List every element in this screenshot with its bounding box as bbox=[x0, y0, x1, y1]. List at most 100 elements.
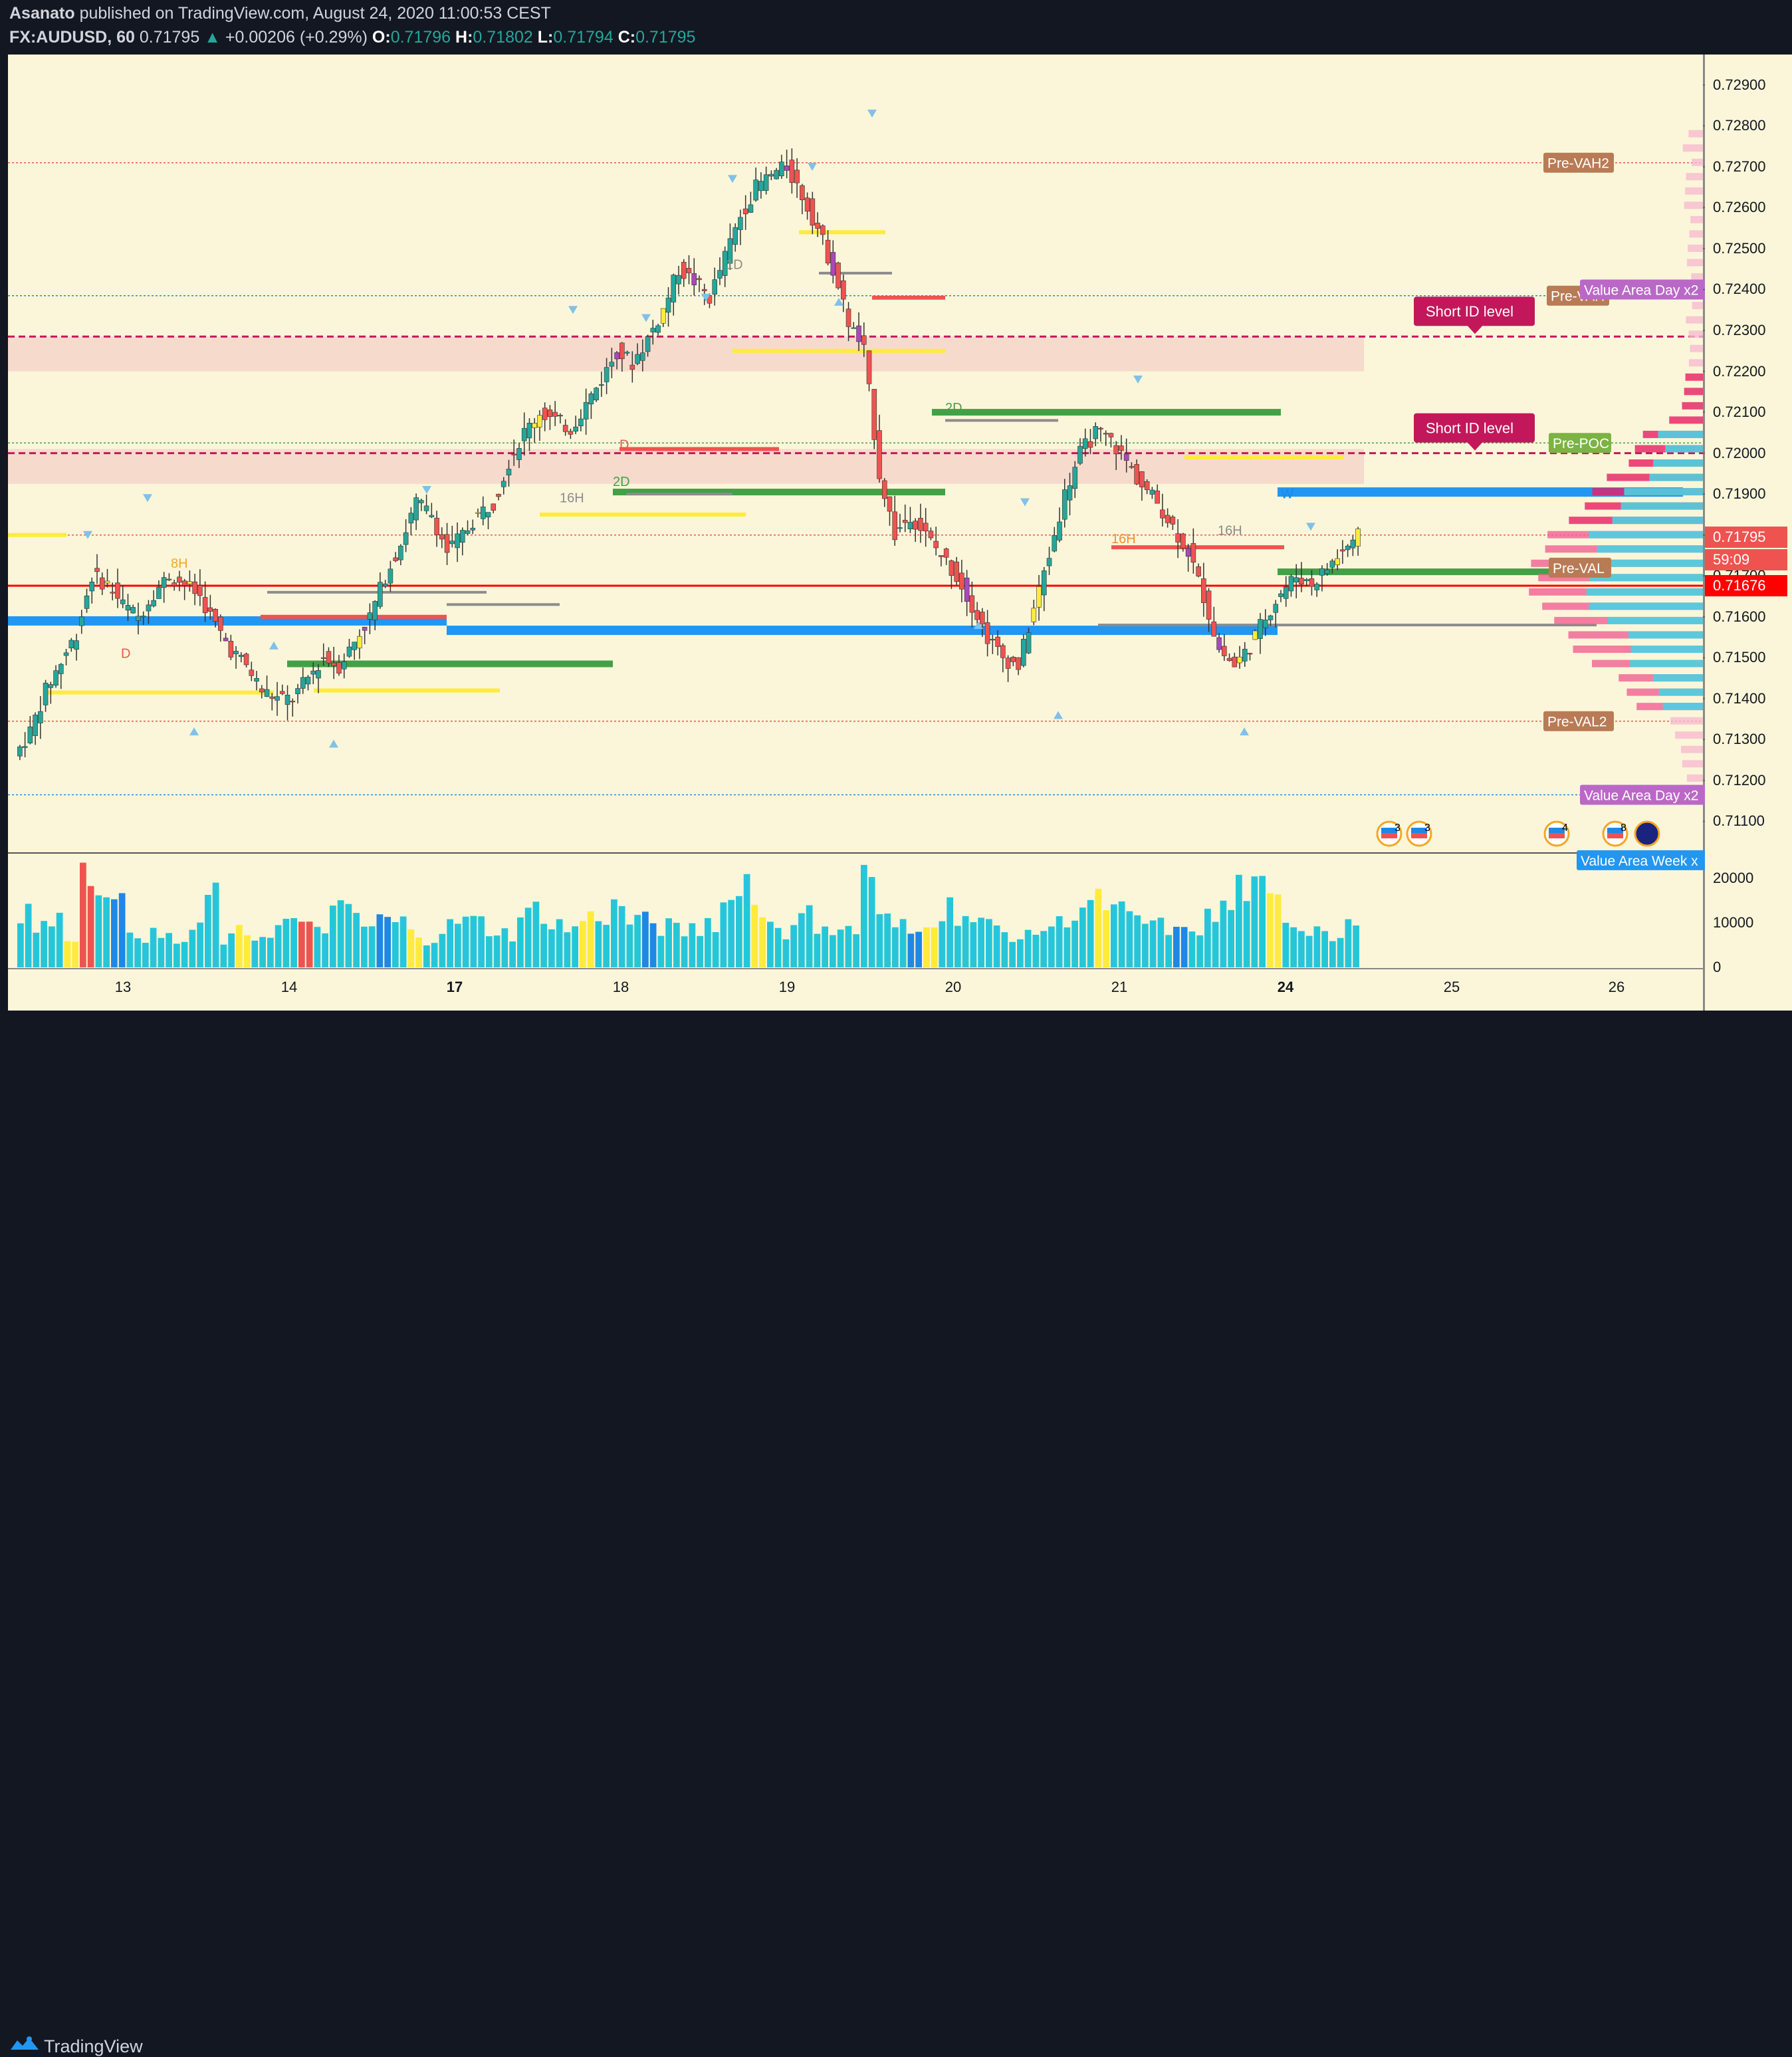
candle bbox=[768, 174, 774, 177]
candle bbox=[717, 270, 723, 279]
price-tick-label: 0.71600 bbox=[1713, 608, 1766, 625]
candle bbox=[423, 505, 429, 511]
tradingview-logo-icon[interactable] bbox=[9, 2035, 40, 2054]
blue-level bbox=[447, 626, 1278, 636]
event-count: 4 bbox=[1562, 822, 1568, 834]
volume-bar bbox=[478, 916, 485, 967]
volume-profile-bar bbox=[1686, 259, 1703, 267]
volume-bar bbox=[524, 908, 532, 967]
candle bbox=[1293, 577, 1299, 582]
volume-bar bbox=[1142, 923, 1149, 967]
short-id-callout[interactable] bbox=[1414, 413, 1535, 443]
candle bbox=[1160, 509, 1165, 519]
volume-bar bbox=[64, 941, 71, 967]
volume-profile-bar bbox=[1686, 316, 1703, 324]
candle bbox=[578, 418, 584, 427]
volume-bar bbox=[978, 917, 984, 967]
volume-bar bbox=[95, 895, 102, 967]
gray-level bbox=[447, 603, 560, 606]
volume-bar bbox=[1329, 941, 1336, 967]
volume-bar bbox=[1236, 874, 1242, 967]
volume-profile-bar bbox=[1684, 388, 1703, 396]
candle bbox=[845, 308, 851, 327]
green-level bbox=[1278, 568, 1603, 576]
level-marker-16h: 16H bbox=[1111, 532, 1136, 546]
candle bbox=[1041, 570, 1047, 596]
yellow-level bbox=[732, 348, 945, 353]
price-axis[interactable]: 0.72900 0.72800 0.72700 0.72600 0.72500 0.724… bbox=[1705, 55, 1792, 1011]
volume-bar bbox=[1321, 931, 1328, 967]
fractal-down-icon bbox=[808, 162, 817, 171]
author-name[interactable]: Asanato bbox=[9, 4, 75, 23]
volume-profile-bar bbox=[1658, 688, 1703, 696]
candle bbox=[748, 204, 754, 213]
volume-bar bbox=[1298, 931, 1305, 967]
candle bbox=[804, 197, 810, 212]
date-tick-label: 20 bbox=[945, 979, 961, 995]
volume-profile-bar bbox=[1685, 373, 1703, 381]
candle bbox=[1206, 590, 1212, 620]
volume-profile-bar bbox=[1686, 774, 1703, 782]
volume-bar bbox=[689, 923, 696, 967]
short-id-callout[interactable] bbox=[1414, 297, 1535, 326]
brand-name[interactable]: TradingView bbox=[44, 2036, 143, 2056]
candle bbox=[614, 352, 619, 360]
volume-bar bbox=[243, 935, 251, 967]
candle bbox=[1196, 566, 1201, 576]
candle bbox=[115, 582, 120, 599]
volume-bar bbox=[1024, 929, 1032, 967]
volume-bar bbox=[1353, 925, 1359, 967]
publish-info: Asanato published on TradingView.com, Au… bbox=[9, 4, 551, 23]
candle bbox=[1113, 445, 1119, 455]
volume-bar bbox=[751, 904, 758, 967]
candle bbox=[459, 530, 465, 543]
candle bbox=[22, 746, 28, 748]
candle bbox=[140, 616, 146, 618]
candle bbox=[588, 393, 594, 405]
candle bbox=[913, 521, 919, 530]
candle bbox=[444, 534, 450, 553]
candle bbox=[763, 174, 769, 191]
volume-bar bbox=[884, 913, 891, 967]
volume-profile-bar bbox=[1630, 646, 1703, 653]
volume-bar bbox=[868, 877, 875, 967]
volume-bar bbox=[267, 937, 274, 967]
price-tick-label: 0.71100 bbox=[1713, 812, 1765, 830]
candle bbox=[820, 225, 826, 235]
candle bbox=[295, 688, 300, 695]
volume-bar bbox=[774, 927, 782, 967]
volume-bar bbox=[626, 924, 633, 967]
candle bbox=[1087, 441, 1093, 448]
candle bbox=[939, 555, 944, 557]
candle bbox=[784, 166, 790, 171]
red-level bbox=[619, 447, 779, 451]
fractal-down-icon bbox=[568, 306, 578, 314]
volume-profile-bar bbox=[1686, 173, 1703, 181]
volume-bar bbox=[532, 902, 540, 967]
date-tick-label: 17 bbox=[447, 979, 463, 995]
candle bbox=[362, 626, 368, 631]
candle bbox=[1273, 604, 1279, 613]
volume-bar bbox=[1009, 941, 1016, 967]
candle bbox=[300, 677, 306, 689]
level-marker-w: W bbox=[1281, 487, 1293, 501]
candle bbox=[738, 217, 743, 230]
volume-bar bbox=[87, 886, 94, 967]
fractal-down-icon bbox=[701, 293, 711, 302]
volume-bar bbox=[1313, 926, 1321, 967]
candle bbox=[346, 646, 352, 657]
candle bbox=[48, 684, 54, 688]
volume-bar bbox=[540, 923, 547, 967]
candle bbox=[742, 208, 748, 215]
volume-profile-bar bbox=[1690, 215, 1703, 223]
au-flag-icon[interactable] bbox=[1634, 820, 1660, 847]
candle bbox=[1268, 615, 1274, 620]
candle bbox=[177, 576, 182, 583]
close-value: 0.71795 bbox=[635, 28, 696, 47]
price-chart[interactable]: DD2D2DW16H16H8H1D16HPre-VAH2Pre-VAHPre-P… bbox=[8, 55, 1705, 1011]
candle bbox=[1242, 648, 1248, 662]
candle bbox=[1134, 464, 1139, 485]
open-label: O: bbox=[372, 28, 391, 47]
volume-bar bbox=[298, 921, 305, 967]
red-level bbox=[261, 614, 447, 619]
